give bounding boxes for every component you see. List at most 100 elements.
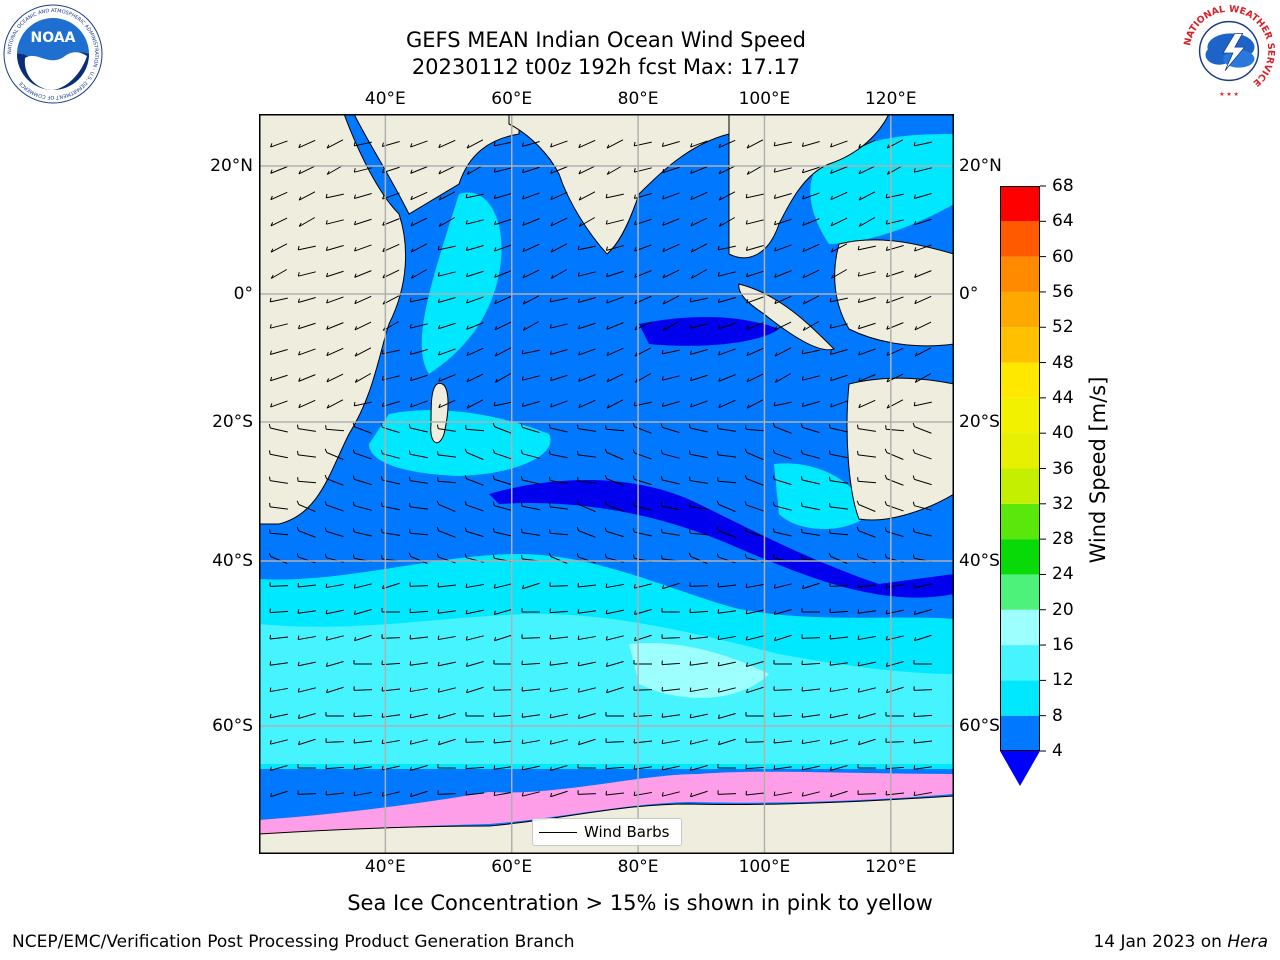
wind-barb: [297, 450, 316, 458]
wind-barb: [296, 424, 316, 432]
colorbar-tick-label: 64: [1052, 211, 1074, 232]
wind-barb: [521, 141, 540, 147]
wind-barb: [745, 245, 764, 251]
wind-barb: [577, 635, 596, 641]
wind-barb: [408, 476, 428, 484]
wind-barb: [577, 790, 597, 795]
longitude-tick-label: 80°E: [617, 857, 659, 877]
wind-barb: [324, 474, 344, 486]
wind-barb: [493, 660, 512, 665]
wind-barb: [465, 245, 484, 251]
wind-barb: [298, 399, 316, 409]
wind-barb: [353, 791, 372, 797]
wind-barb: [801, 739, 820, 745]
colorbar-tick-label: 32: [1052, 493, 1074, 514]
wind-barb: [438, 139, 456, 149]
wind-barb: [326, 139, 344, 149]
colorbar-bin: [1000, 362, 1040, 398]
wind-barb: [717, 790, 737, 795]
wind-barb: [773, 634, 792, 642]
wind-barb: [578, 191, 596, 201]
wind-barb: [578, 374, 596, 382]
wind-barb: [773, 167, 792, 173]
wind-barb: [408, 450, 428, 459]
wind-barb: [913, 583, 932, 589]
wind-barb: [577, 738, 596, 746]
wind-barb: [885, 635, 904, 641]
latitude-tick-label: 40°S: [212, 551, 253, 571]
machine-name: Hera: [1227, 932, 1268, 952]
wind-barb: [409, 739, 428, 745]
wind-barb: [352, 422, 372, 434]
wind-barb: [578, 217, 596, 227]
wind-barb: [493, 141, 512, 147]
wind-barb: [661, 660, 681, 666]
colorbar-tick-label: 4: [1052, 741, 1063, 761]
somali-jet-area: [421, 192, 502, 374]
wind-barb: [857, 738, 876, 746]
wind-barb: [354, 244, 372, 252]
wind-barb: [409, 713, 428, 719]
wind-barb: [885, 583, 904, 589]
wind-barb: [605, 583, 624, 589]
wind-barb: [857, 609, 876, 614]
colorbar-frame: [1000, 186, 1040, 751]
wind-barb: [549, 374, 568, 382]
wind-barb: [829, 661, 848, 666]
longitude-tick-label: 120°E: [864, 857, 917, 877]
wind-barb: [437, 713, 456, 719]
wind-barb: [690, 191, 708, 201]
wind-barb: [858, 165, 876, 175]
wind-barb: [298, 374, 316, 382]
wind-barb: [296, 526, 316, 538]
wind-barb: [884, 474, 904, 486]
wind-barb: [576, 500, 596, 512]
wind-barb: [773, 401, 792, 407]
wind-barb: [605, 738, 625, 743]
wind-barb: [886, 296, 904, 304]
wind-barb: [717, 271, 736, 277]
wind-barb: [884, 501, 904, 512]
wind-barb: [857, 477, 877, 484]
colorbar-extend-arrow: [1000, 751, 1040, 786]
wind-barb: [801, 166, 820, 174]
wind-barb: [325, 219, 344, 225]
wind-barb: [744, 527, 764, 538]
wind-barb: [353, 401, 372, 407]
wind-barb: [578, 139, 596, 149]
wind-barb: [577, 687, 596, 693]
wind-barb: [352, 475, 372, 486]
wind-barb: [326, 296, 344, 304]
wind-barb: [549, 582, 569, 587]
latitude-tick-label: 20°S: [212, 412, 253, 432]
wind-barb: [661, 686, 681, 692]
wind-barb: [409, 374, 428, 382]
sea-ice-edge: [259, 771, 954, 834]
wind-barb: [493, 167, 512, 173]
wind-barb: [858, 191, 876, 201]
wind-barb: [690, 243, 708, 253]
wind-barb: [773, 218, 792, 226]
wind-barb: [324, 501, 344, 512]
latitude-tick-label: 20°N: [959, 156, 1002, 176]
wind-barb: [885, 245, 904, 251]
wind-barb: [297, 609, 316, 614]
wind-barb: [465, 219, 484, 225]
wind-barb: [297, 661, 316, 667]
wind-barb: [744, 474, 764, 486]
wind-barb: [548, 476, 568, 484]
wind-barb: [604, 527, 624, 538]
wind-barb: [605, 790, 625, 796]
wind-barb: [718, 165, 736, 175]
wind-barb: [494, 373, 512, 383]
wind-barb: [633, 765, 652, 770]
wind-barb: [298, 348, 316, 356]
wind-barb: [745, 738, 765, 743]
wind-barb: [577, 450, 596, 458]
wind-barb: [632, 527, 652, 537]
wind-barb: [830, 166, 848, 174]
wind-barb: [297, 582, 317, 588]
wind-barb: [521, 401, 540, 407]
colorbar-bin: [1000, 645, 1040, 681]
map-title: GEFS MEAN Indian Ocean Wind Speed: [405, 28, 807, 52]
